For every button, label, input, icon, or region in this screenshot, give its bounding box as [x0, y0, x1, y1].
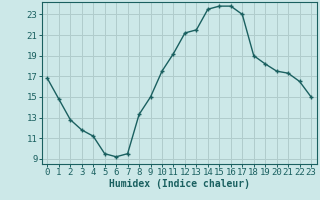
X-axis label: Humidex (Indice chaleur): Humidex (Indice chaleur) [109, 179, 250, 189]
